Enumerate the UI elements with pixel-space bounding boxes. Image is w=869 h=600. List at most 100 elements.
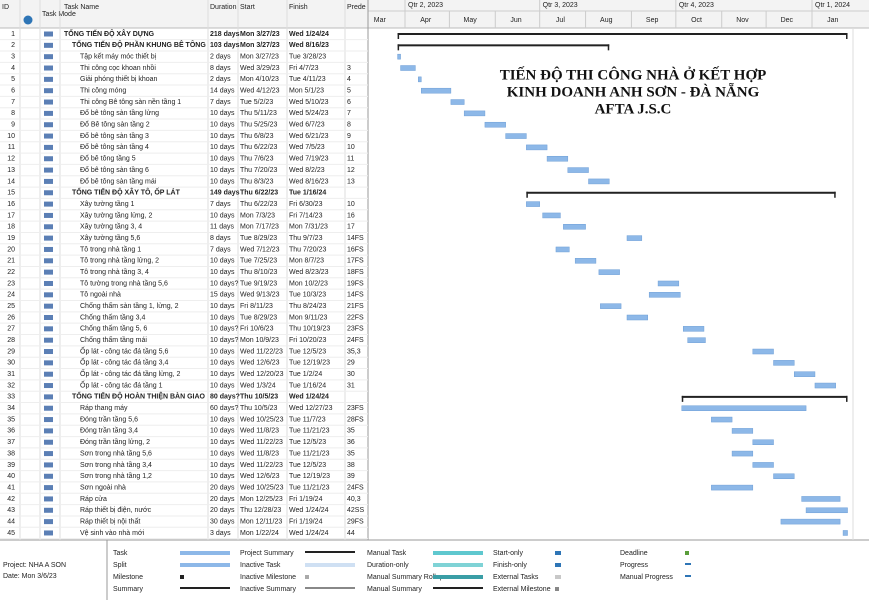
task-bar: [687, 337, 706, 343]
task-mode-icon: [44, 133, 53, 139]
task-duration: 20 days: [210, 484, 235, 491]
task-predecessors: 14FS: [347, 292, 364, 299]
task-predecessors: 22FS: [347, 314, 364, 321]
legend-sample: [305, 563, 355, 567]
task-start: Thu 8/10/23: [240, 269, 277, 276]
task-start: Thu 10/5/23: [240, 405, 277, 412]
task-predecessors: 21FS: [347, 303, 364, 310]
task-duration: 103 days: [210, 42, 240, 49]
month-label: Aug: [600, 17, 613, 24]
task-id: 32: [7, 382, 15, 389]
task-predecessors: 10: [347, 144, 355, 151]
task-bar: [682, 326, 705, 332]
task-bar: [397, 53, 401, 60]
task-finish: Tue 1/2/24: [289, 371, 322, 378]
task-mode-icon: [44, 292, 53, 298]
task-duration: 14 days: [210, 88, 235, 95]
task-predecessors: 28FS: [347, 416, 364, 423]
task-name: Ốp lát - công tác đá tầng 3,4: [80, 357, 168, 367]
task-name: Xây tường tầng 3, 4: [80, 222, 142, 231]
legend-label: Milestone: [113, 574, 143, 581]
task-finish: Tue 1/16/24: [289, 382, 326, 389]
legend-label: Deadline: [620, 550, 648, 557]
task-mode-icon: [44, 212, 53, 218]
task-mode-icon: [44, 224, 53, 230]
task-bar: [450, 99, 465, 105]
task-bar: [484, 121, 506, 128]
timescale-header: [368, 0, 869, 28]
legend-label: Task: [113, 550, 128, 557]
task-id: 18: [7, 224, 15, 231]
task-mode-icon: [44, 462, 53, 468]
task-duration: 10 days: [210, 314, 235, 321]
task-mode-icon: [44, 383, 53, 389]
task-finish: Mon 8/7/23: [289, 258, 324, 265]
legend-label: Summary: [113, 586, 143, 593]
task-bar: [780, 518, 841, 525]
task-mode-icon: [44, 156, 53, 162]
summary-cap: [846, 33, 848, 39]
task-mode-icon: [44, 99, 53, 105]
task-bar: [421, 87, 452, 94]
task-mode-icon: [44, 65, 53, 71]
task-name: Đổ bê tông sàn tầng 3: [80, 131, 149, 140]
task-id: 12: [7, 156, 15, 163]
task-predecessors: 17FS: [347, 258, 364, 265]
task-name: Ốp lát - công tác đá tầng lửng, 2: [80, 368, 181, 378]
task-predecessors: 11: [347, 156, 354, 163]
month-label: Jan: [827, 17, 838, 24]
task-id: 4: [11, 65, 15, 72]
task-start: Mon 3/27/23: [240, 31, 280, 38]
task-mode-icon: [44, 303, 53, 309]
legend-label: External Tasks: [493, 574, 539, 581]
summary-cap: [834, 191, 836, 198]
quarter-label: Qtr 2, 2023: [408, 2, 443, 9]
task-predecessors: 16FS: [347, 246, 364, 253]
task-mode-icon: [44, 451, 53, 457]
task-id: 40: [7, 473, 15, 480]
task-finish: Wed 1/24/24: [289, 507, 329, 514]
task-predecessors: 4: [347, 76, 351, 83]
task-finish: Wed 5/10/23: [289, 99, 329, 106]
task-start: Wed 10/25/23: [240, 416, 284, 423]
task-name: TỔNG TIẾN ĐỘ XÂY DỰNG: [64, 28, 155, 38]
task-name: Chống thấm tầng 5, 6: [80, 324, 147, 333]
task-predecessors: 40,3: [347, 496, 361, 503]
summary-bar: [397, 33, 848, 35]
task-name: Tô trong nhà tầng 1: [80, 244, 141, 253]
legend-sample: [555, 551, 561, 555]
task-mode-icon: [44, 178, 53, 184]
task-finish: Mon 7/31/23: [289, 224, 328, 231]
summary-bar: [397, 44, 610, 47]
task-duration: 10 days: [210, 450, 235, 457]
task-start: Wed 10/25/23: [240, 484, 284, 491]
task-mode-icon: [44, 144, 53, 150]
task-id: 31: [7, 371, 15, 378]
task-mode-icon: [44, 337, 53, 343]
column-header: Finish: [289, 4, 308, 11]
task-bar: [505, 133, 527, 139]
task-duration: 3 days: [210, 530, 231, 537]
task-finish: Wed 8/16/23: [289, 178, 329, 185]
task-start: Thu 10/5/23: [240, 394, 278, 401]
task-id: 21: [7, 258, 15, 265]
task-id: 7: [11, 99, 15, 106]
month-label: Nov: [736, 17, 749, 24]
project-date: Date: Mon 3/6/23: [3, 573, 57, 580]
month-label: May: [464, 17, 478, 24]
task-start: Mon 1/22/24: [240, 530, 279, 537]
task-bar: [752, 348, 774, 355]
task-finish: Mon 5/1/23: [289, 88, 324, 95]
task-name: Chống thấm tầng 3,4: [80, 312, 145, 321]
legend-label: Finish-only: [493, 562, 527, 569]
task-name: Tô trong nhà tầng 3, 4: [80, 267, 149, 276]
task-predecessors: 6: [347, 99, 351, 106]
task-finish: Fri 1/19/24: [289, 496, 323, 503]
task-id: 42: [7, 496, 15, 503]
task-predecessors: 29: [347, 360, 355, 367]
task-start: Wed 1/3/24: [240, 382, 276, 389]
task-bar: [711, 484, 754, 491]
task-name: Xây tường tầng lửng, 2: [80, 210, 152, 219]
task-mode-icon: [44, 269, 53, 275]
legend-sample: [180, 563, 230, 567]
